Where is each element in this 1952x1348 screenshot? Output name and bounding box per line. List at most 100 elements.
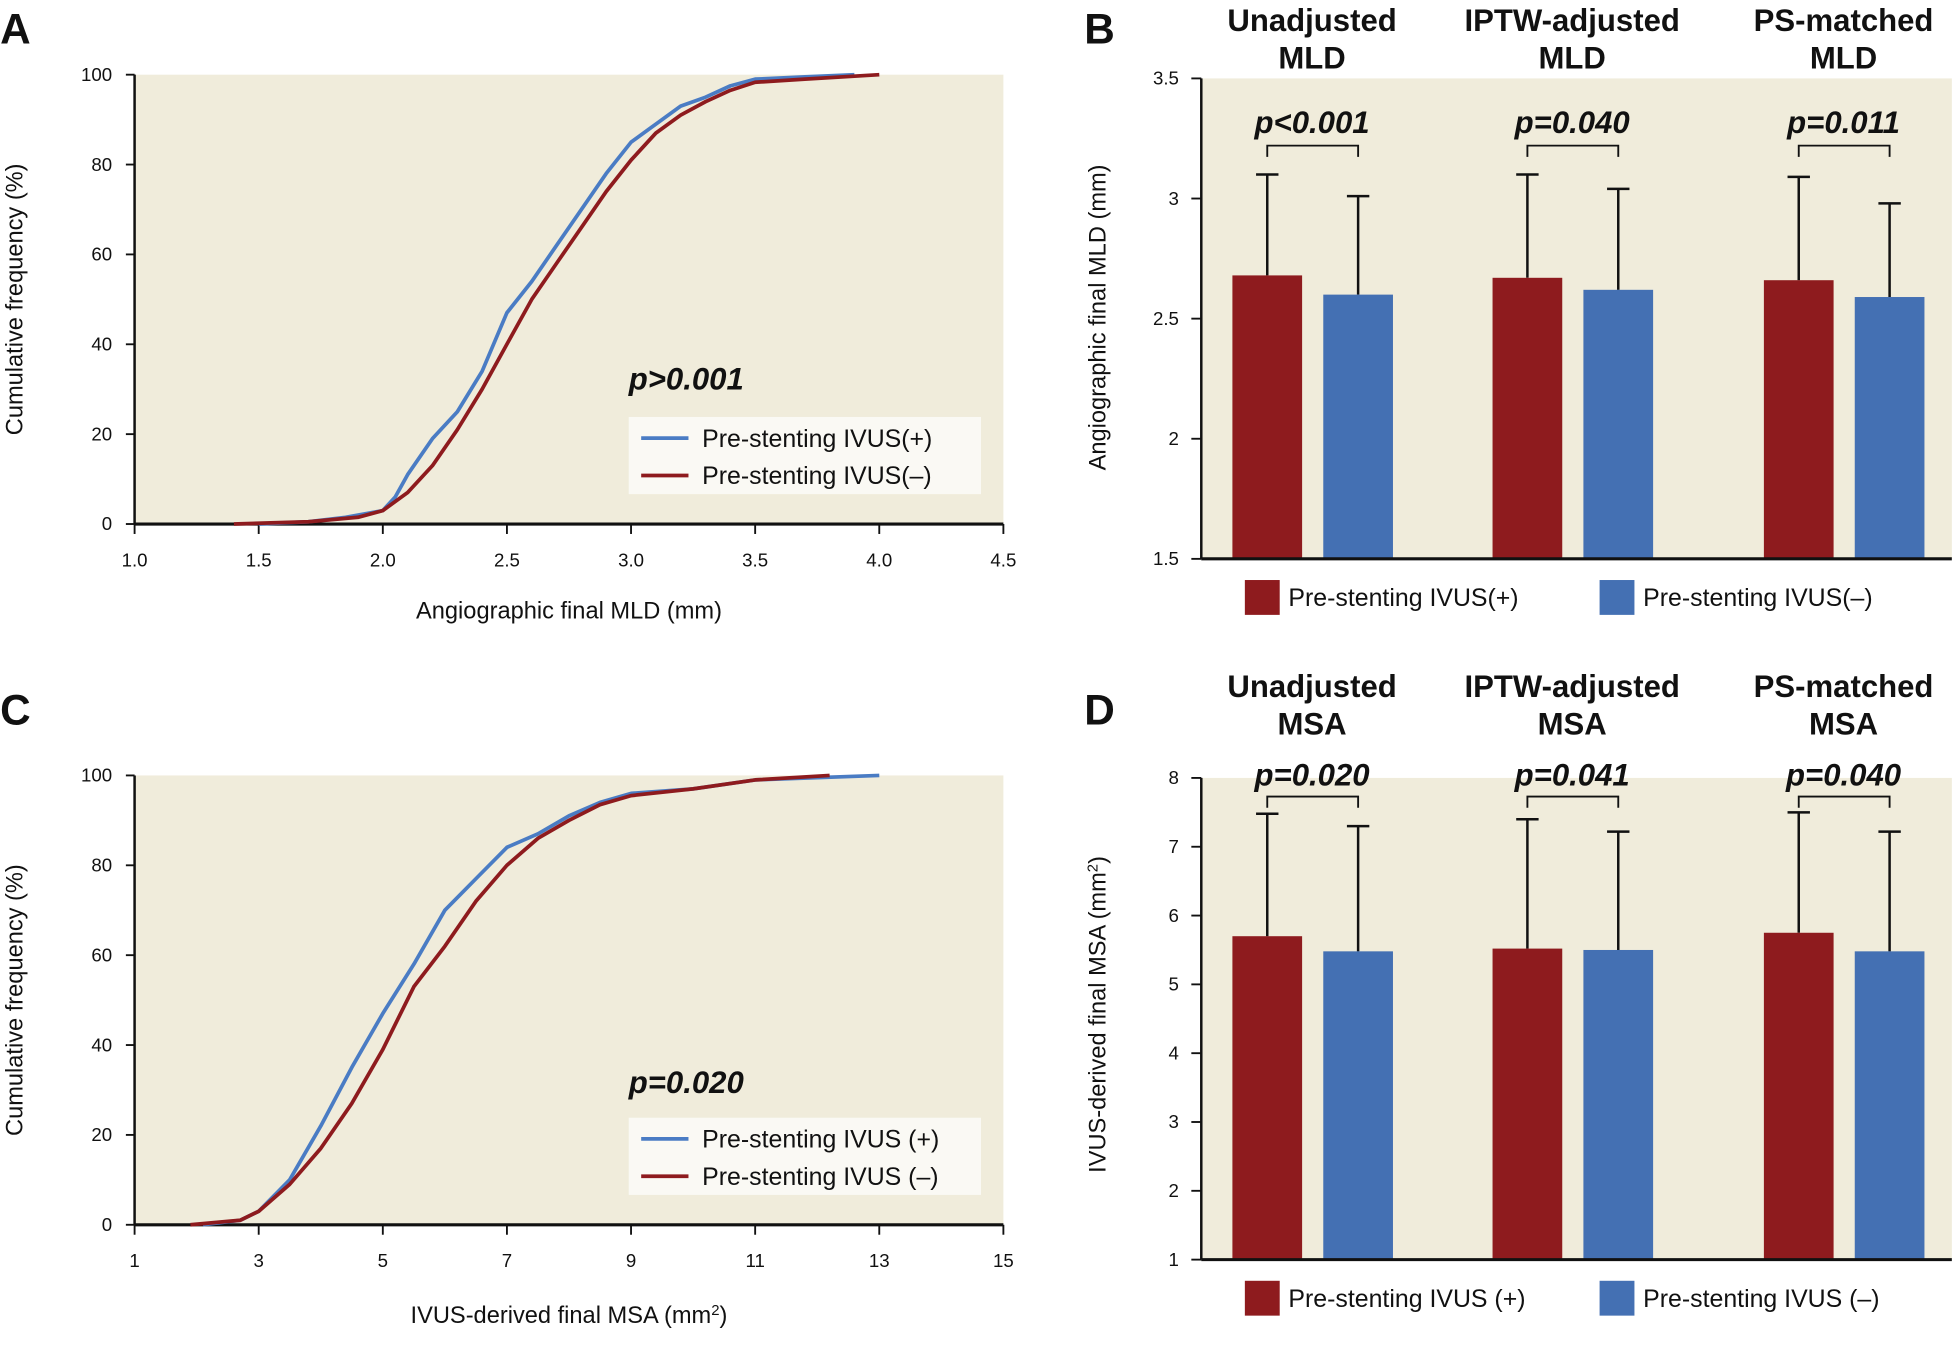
- panel-letter: C: [0, 686, 31, 733]
- significance-bracket: [1797, 144, 1891, 157]
- p-value-annotation: p>0.001: [628, 362, 744, 397]
- y-tick-label: 2.5: [1153, 308, 1179, 329]
- y-axis-label-text: IVUS-derived final MSA (mm: [1085, 872, 1111, 1173]
- plot-area: [1201, 78, 1952, 559]
- y-tick-label: 60: [91, 944, 112, 965]
- x-tick-label: 13: [869, 1250, 890, 1271]
- legend-box: [628, 416, 981, 495]
- group-title-line2: MLD: [1278, 40, 1345, 75]
- group-title-line2: MLD: [1810, 40, 1877, 75]
- x-tick-label: 1.0: [122, 549, 148, 570]
- y-tick-label: 5: [1168, 974, 1178, 995]
- y-axis-label: Cumulative frequency (%): [3, 163, 29, 435]
- bar-series-1-group-1: [1583, 289, 1654, 559]
- legend-swatch-series-0: [1244, 580, 1280, 615]
- significance-bracket: [1797, 795, 1891, 808]
- legend-box: [628, 1117, 981, 1195]
- significance-bracket: [1526, 144, 1620, 157]
- y-tick-label: 1: [1168, 1249, 1178, 1270]
- plot-area: [1201, 777, 1952, 1260]
- y-axis-label-sup: 2: [1084, 864, 1101, 872]
- x-tick-label: 4.0: [866, 549, 892, 570]
- p-value-label: p<0.001: [1254, 105, 1370, 140]
- bar-series-0-group-0: [1232, 936, 1303, 1260]
- x-tick-label: 5: [378, 1250, 388, 1271]
- legend-label-series-0: Pre-stenting IVUS(+): [702, 425, 932, 453]
- y-tick-label: 40: [91, 334, 112, 355]
- x-axis-label: Angiographic final MLD (mm): [416, 599, 722, 625]
- legend-label-series-0: Pre-stenting IVUS(+): [1288, 584, 1518, 612]
- p-value-label: p=0.040: [1785, 757, 1901, 792]
- y-tick-label: 3: [1168, 1111, 1178, 1132]
- p-value-label: p=0.020: [1254, 757, 1370, 792]
- group-title-line2: MSA: [1809, 706, 1878, 741]
- panel-letter: A: [0, 6, 31, 53]
- x-tick-label: 1.5: [246, 549, 272, 570]
- x-tick-label: 15: [993, 1250, 1014, 1271]
- panel-B: B 1.5 2 2.5 3 3.5 Angiographic final MLD (mm) U…: [1084, 3, 1952, 615]
- y-tick-label: 40: [91, 1034, 112, 1055]
- legend-swatch-series-0: [1244, 1280, 1280, 1316]
- bar-series-0-group-1: [1492, 277, 1563, 559]
- x-tick-label: 1: [129, 1250, 139, 1271]
- y-tick-label: 3: [1168, 188, 1178, 209]
- x-tick-label: 2.5: [494, 549, 520, 570]
- legend-label-series-1: Pre-stenting IVUS (–): [702, 1163, 938, 1191]
- y-tick-label: 60: [91, 244, 112, 265]
- x-tick-label: 9: [626, 1250, 636, 1271]
- group-title-line2: MLD: [1539, 40, 1606, 75]
- bar-series-0-group-0: [1232, 275, 1303, 559]
- legend-swatch-series-1: [1599, 580, 1635, 615]
- x-tick-label: 2.0: [370, 549, 396, 570]
- cdf-line-series-1: [233, 72, 880, 526]
- y-axis-label: Cumulative frequency (%): [3, 864, 29, 1136]
- x-tick-label: 7: [502, 1250, 512, 1271]
- legend-label-series-1: Pre-stenting IVUS (–): [1643, 1285, 1879, 1313]
- y-tick-label: 7: [1168, 836, 1178, 857]
- bar-series-0-group-2: [1763, 932, 1834, 1260]
- group-title-line1: IPTW-adjusted: [1464, 3, 1679, 38]
- y-tick-label: 4: [1168, 1042, 1178, 1063]
- p-value-label: p=0.011: [1786, 105, 1900, 140]
- p-value-label: p=0.041: [1514, 757, 1630, 792]
- legend-swatch-series-1: [1599, 1280, 1635, 1316]
- bar-series-1-group-2: [1854, 297, 1925, 559]
- bar-series-1-group-0: [1323, 294, 1393, 559]
- y-tick-label: 100: [81, 765, 112, 786]
- y-tick-label: 6: [1168, 905, 1178, 926]
- y-axis-label: Angiographic final MLD (mm): [1085, 164, 1111, 470]
- x-tick-label: 4.5: [990, 549, 1016, 570]
- x-tick-label: 3: [254, 1250, 264, 1271]
- x-axis-label-text: Angiographic final MLD (mm): [416, 599, 722, 625]
- legend-label-series-1: Pre-stenting IVUS(–): [702, 462, 932, 490]
- panel-A: A 0 20 40 60 80 100 1.0 1.5 2.0 2.5 3.0 3.5 4.0 4.5 Ang…: [0, 6, 1016, 625]
- group-title-line1: PS-matched: [1754, 669, 1934, 704]
- x-tick-label: 3.0: [618, 549, 644, 570]
- significance-bracket: [1266, 795, 1360, 808]
- significance-bracket: [1526, 795, 1620, 808]
- p-value-annotation: p=0.020: [628, 1065, 744, 1100]
- x-axis-label: IVUS-derived final MSA (mm2): [411, 1302, 728, 1329]
- panel-letter: B: [1084, 6, 1115, 53]
- bar-series-1-group-0: [1323, 951, 1393, 1260]
- y-tick-label: 80: [91, 154, 112, 175]
- group-title-line2: MSA: [1538, 706, 1607, 741]
- group-title-line1: Unadjusted: [1227, 669, 1396, 704]
- legend-label-series-0: Pre-stenting IVUS (+): [702, 1126, 939, 1154]
- x-axis-label-sup: 2: [711, 1302, 719, 1319]
- x-axis-label-text: IVUS-derived final MSA (mm: [411, 1303, 712, 1329]
- x-axis-label-end: ): [720, 1303, 728, 1329]
- legend-label-series-1: Pre-stenting IVUS(–): [1643, 584, 1873, 612]
- y-tick-label: 8: [1168, 767, 1178, 788]
- significance-bracket: [1266, 144, 1360, 157]
- group-title-line2: MSA: [1277, 706, 1346, 741]
- x-tick-label: 3.5: [742, 549, 768, 570]
- group-title-line1: Unadjusted: [1227, 3, 1396, 38]
- bar-series-0-group-2: [1763, 280, 1834, 559]
- y-tick-label: 2: [1168, 428, 1178, 449]
- y-tick-label: 80: [91, 855, 112, 876]
- panel-letter: D: [1084, 686, 1115, 733]
